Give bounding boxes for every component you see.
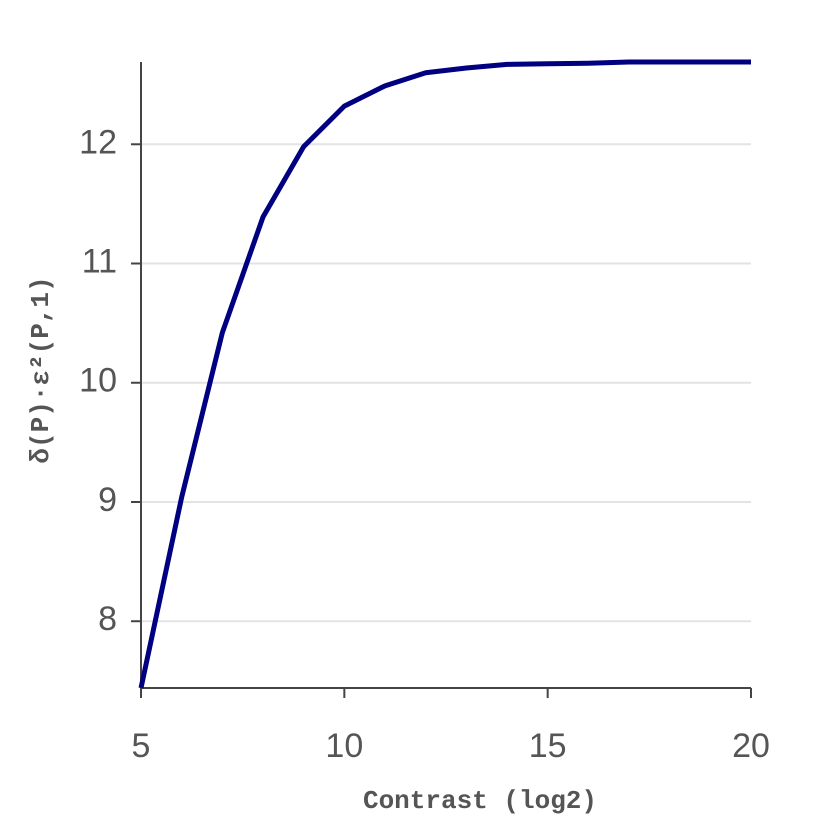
y-tick-label: 9 (98, 481, 117, 519)
line (138, 59, 751, 689)
y-axis-label: δ(P)·ε²(P,1) (26, 276, 56, 463)
y-tick-label: 11 (82, 242, 117, 280)
x-tick-label: 10 (325, 727, 363, 765)
x-tick-label: 5 (132, 727, 151, 765)
x-axis-label: Contrast (log2) (363, 786, 597, 816)
x-tick-label: 15 (529, 727, 567, 765)
y-tick-label: 8 (98, 600, 117, 638)
x-tick-label: 20 (732, 727, 770, 765)
y-tick-label: 12 (79, 123, 117, 161)
y-tick-label: 10 (79, 362, 117, 400)
